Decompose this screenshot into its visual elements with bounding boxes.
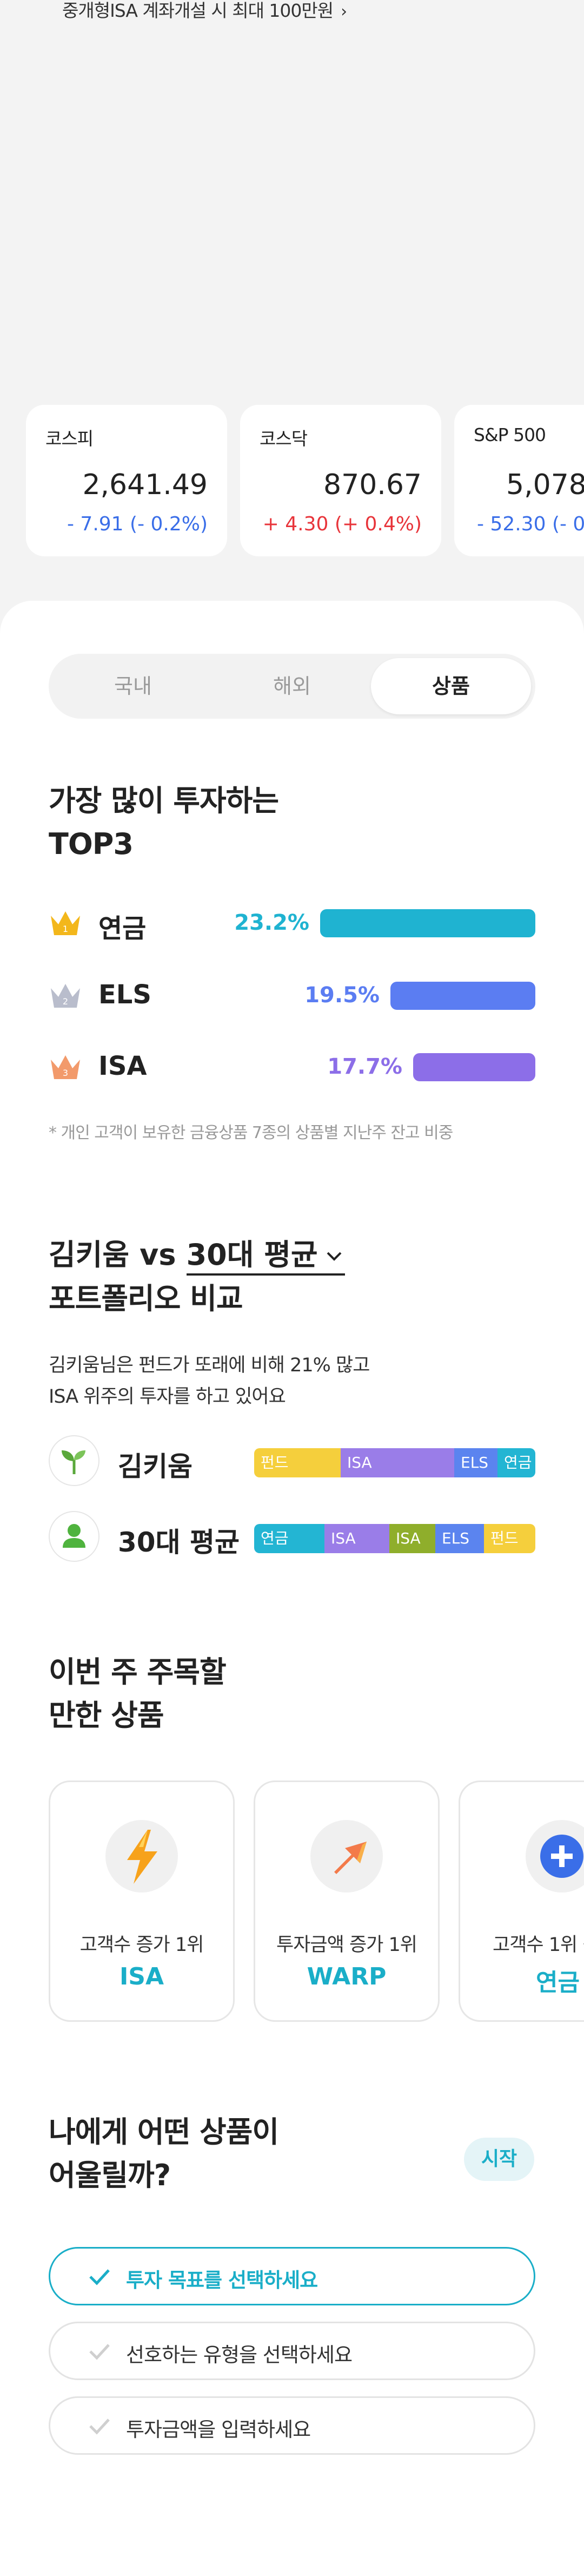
segment-pension: 연금	[254, 1524, 324, 1553]
allocation-bar: 연금 ISA ISA ELS 펀드	[254, 1524, 535, 1553]
compare-group-dropdown[interactable]: 30대 평균	[186, 1231, 345, 1276]
rank-name: ELS	[98, 980, 151, 1010]
check-icon	[89, 2344, 110, 2360]
index-value: 2,641.49	[82, 469, 208, 501]
rank-bar	[413, 1053, 535, 1081]
check-icon	[89, 2269, 110, 2285]
index-change: - 52.30 (- 0	[477, 513, 584, 535]
segment-pension: 연금	[497, 1448, 535, 1477]
quiz-start-button[interactable]: 시작	[464, 2138, 534, 2181]
portfolio-title: 김키움 vs 30대 평균	[49, 1231, 345, 1276]
segment-fund: 펀드	[484, 1524, 535, 1553]
chevron-right-icon: ›	[341, 2, 347, 21]
lightning-icon	[105, 1820, 178, 1892]
top3-footnote: * 개인 고객이 보유한 금융상품 7종의 상품별 지난주 잔고 비중	[49, 1123, 453, 1142]
index-name: 코스피	[45, 428, 94, 449]
arrow-up-icon	[310, 1820, 383, 1892]
user-name: 김키움	[49, 1238, 130, 1272]
product-card-pension[interactable]: 고객수 1위 상 연금	[459, 1780, 584, 2022]
crown-bronze-icon: 3	[51, 1055, 80, 1079]
rank-percent: 17.7%	[327, 1054, 402, 1079]
svg-text:2: 2	[63, 996, 68, 1007]
allocation-bar: 펀드 ISA ELS 연금	[254, 1448, 535, 1477]
product-value: 연금	[536, 1969, 580, 1996]
product-card-warp[interactable]: 투자금액 증가 1위 WARP	[254, 1780, 440, 2022]
index-card-sp500[interactable]: S&P 500 5,078 - 52.30 (- 0	[454, 405, 584, 556]
weekly-title-line2: 만한 상품	[49, 1698, 164, 1732]
segment-fund: 펀드	[254, 1448, 341, 1477]
top3-title-line2: TOP3	[49, 827, 134, 861]
rank-name: ISA	[98, 1051, 147, 1081]
product-card-isa[interactable]: 고객수 증가 1위 ISA	[49, 1780, 235, 2022]
product-value: ISA	[119, 1963, 164, 1990]
person-icon	[49, 1511, 99, 1562]
portfolio-subtitle: 포트폴리오 비교	[49, 1282, 243, 1316]
segment-isa-2: ISA	[389, 1524, 435, 1553]
index-change: + 4.30 (+ 0.4%)	[262, 513, 422, 535]
segment-els: ELS	[454, 1448, 497, 1477]
quiz-step-goal[interactable]: 투자 목표를 선택하세요	[49, 2247, 535, 2305]
product-label: 고객수 증가 1위	[79, 1934, 204, 1956]
rank-row-2[interactable]: 2 ELS 19.5%	[49, 977, 535, 1013]
rank-name: 연금	[98, 914, 147, 944]
index-name: S&P 500	[474, 424, 546, 445]
top3-title-line1: 가장 많이 투자하는	[49, 784, 279, 818]
segment-isa: ISA	[324, 1524, 389, 1553]
rank-row-1[interactable]: 1 연금 23.2%	[49, 905, 535, 944]
quiz-step-label: 선호하는 유형을 선택하세요	[126, 2343, 353, 2367]
check-icon	[89, 2419, 110, 2435]
index-name: 코스닥	[260, 428, 308, 449]
segment-isa: ISA	[341, 1448, 454, 1477]
segment-els: ELS	[435, 1524, 484, 1553]
portfolio-desc-line2: ISA 위주의 투자를 하고 있어요	[49, 1386, 286, 1408]
product-label: 고객수 1위 상	[493, 1934, 584, 1956]
rank-percent: 23.2%	[234, 910, 309, 935]
top3-title: 가장 많이 투자하는 TOP3	[49, 779, 279, 866]
promo-banner-link[interactable]: 중개형ISA 계좌개설 시 최대 100만원 ›	[62, 0, 347, 23]
chevron-down-icon	[327, 1252, 341, 1261]
weekly-title: 이번 주 주목할 만한 상품	[49, 1651, 227, 1737]
index-value: 870.67	[323, 469, 422, 501]
index-card-kosdaq[interactable]: 코스닥 870.67 + 4.30 (+ 0.4%)	[240, 405, 441, 556]
index-change: - 7.91 (- 0.2%)	[67, 513, 208, 535]
index-value: 5,078	[506, 469, 584, 501]
vs-label: vs	[140, 1238, 176, 1272]
weekly-title-line1: 이번 주 주목할	[49, 1655, 227, 1689]
quiz-title-line2: 어울릴까?	[49, 2158, 171, 2192]
sprout-icon	[49, 1435, 99, 1486]
rank-percent: 19.5%	[304, 983, 380, 1008]
quiz-step-label: 투자 목표를 선택하세요	[126, 2269, 318, 2292]
portfolio-row-name: 김키움	[118, 1451, 193, 1482]
quiz-title: 나에게 어떤 상품이 어울릴까?	[49, 2111, 279, 2197]
quiz-step-type[interactable]: 선호하는 유형을 선택하세요	[49, 2322, 535, 2380]
tab-overseas[interactable]: 해외	[273, 674, 311, 698]
svg-text:3: 3	[63, 1068, 68, 1078]
plus-circle-icon	[526, 1820, 584, 1892]
tab-domestic[interactable]: 국내	[114, 674, 152, 698]
product-value: WARP	[307, 1963, 387, 1990]
index-card-kospi[interactable]: 코스피 2,641.49 - 7.91 (- 0.2%)	[26, 405, 227, 556]
quiz-step-label: 투자금액을 입력하세요	[126, 2418, 311, 2441]
crown-gold-icon: 1	[51, 911, 80, 935]
portfolio-row-user: 김키움 펀드 ISA ELS 연금	[49, 1435, 535, 1487]
portfolio-row-name: 30대 평균	[118, 1527, 240, 1558]
category-tabs: 국내 해외 상품	[49, 654, 535, 719]
quiz-step-amount[interactable]: 투자금액을 입력하세요	[49, 2396, 535, 2455]
rank-bar	[390, 982, 535, 1010]
quiz-title-line1: 나에게 어떤 상품이	[49, 2115, 279, 2149]
compare-group-label: 30대 평균	[186, 1238, 318, 1272]
promo-text: 중개형ISA 계좌개설 시 최대 100만원	[62, 0, 334, 21]
portfolio-desc-line1: 김키움님은 펀드가 또래에 비해 21% 많고	[49, 1355, 370, 1376]
portfolio-row-average: 30대 평균 연금 ISA ISA ELS 펀드	[49, 1511, 535, 1563]
product-label: 투자금액 증가 1위	[276, 1934, 417, 1956]
rank-row-3[interactable]: 3 ISA 17.7%	[49, 1049, 535, 1085]
tab-products[interactable]: 상품	[371, 658, 531, 714]
svg-text:1: 1	[63, 924, 68, 934]
crown-silver-icon: 2	[51, 984, 80, 1008]
rank-bar	[320, 909, 535, 937]
